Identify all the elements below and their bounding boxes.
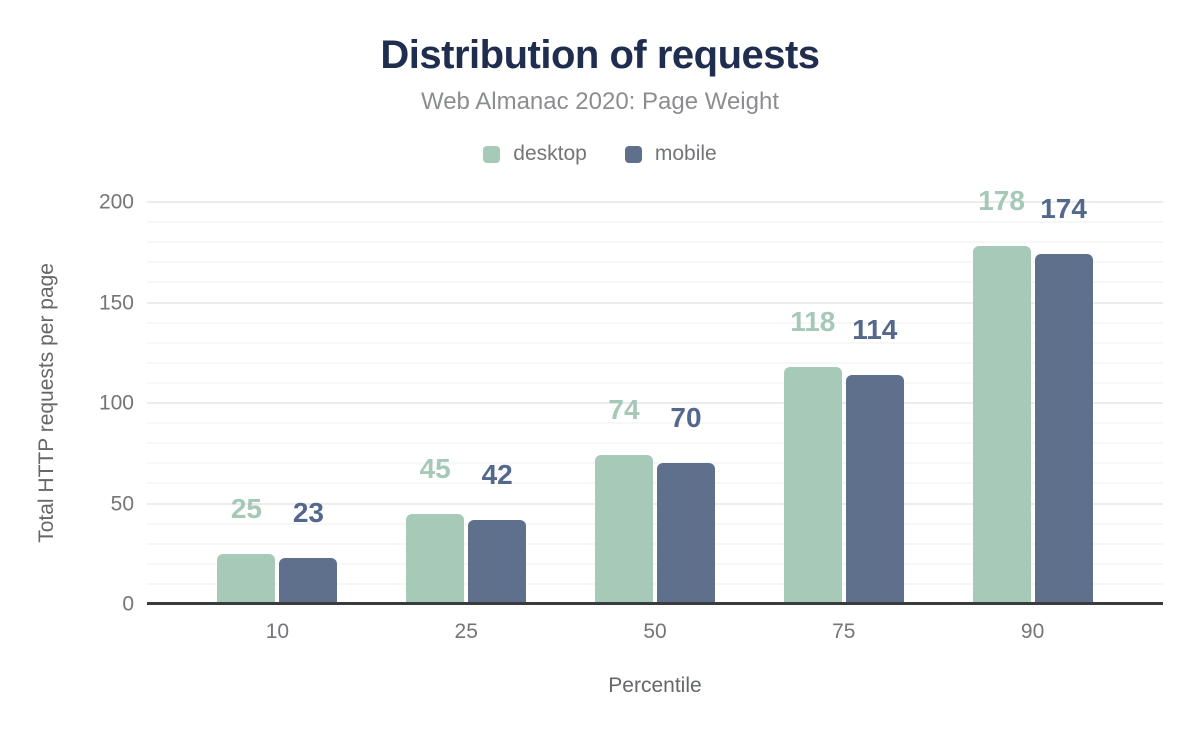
minor-gridline: [147, 221, 1163, 224]
major-gridline: [147, 502, 1163, 505]
desktop-bar-column: 178: [972, 185, 1031, 604]
minor-gridline: [147, 341, 1163, 344]
mobile-value-label: 42: [481, 458, 513, 490]
y-tick-label: 100: [98, 391, 134, 415]
minor-gridline: [147, 562, 1163, 565]
mobile-bar-column: 23: [279, 496, 338, 604]
desktop-value-label: 74: [608, 394, 640, 426]
desktop-bar-column: 25: [217, 492, 276, 604]
mobile-bar-column: 114: [845, 313, 904, 604]
minor-gridline: [147, 482, 1163, 485]
legend-item-mobile: mobile: [624, 142, 717, 166]
desktop-bar-column: 45: [406, 452, 465, 604]
mobile-bar: [468, 519, 527, 604]
bar-group: 178 174: [938, 187, 1127, 604]
mobile-bar: [656, 463, 715, 604]
minor-gridline: [147, 321, 1163, 324]
minor-gridline: [147, 582, 1163, 585]
major-gridline: [147, 402, 1163, 404]
desktop-bar-column: 118: [783, 305, 842, 604]
chart-title: Distribution of requests: [380, 33, 820, 77]
minor-gridline: [147, 281, 1163, 284]
y-tick-label: 50: [110, 492, 134, 515]
mobile-bar-column: 42: [468, 458, 527, 604]
minor-gridline: [147, 381, 1163, 384]
legend-label: mobile: [654, 142, 717, 165]
desktop-bar: [217, 553, 276, 604]
mobile-bar: [1034, 254, 1093, 604]
bar-group: 25 23: [183, 202, 372, 604]
bar-group: 45 42: [372, 202, 561, 604]
x-tick-label: 25: [454, 620, 478, 643]
desktop-bar: [594, 455, 653, 604]
bar-group: 74 70: [561, 202, 750, 604]
desktop-bar: [783, 366, 842, 604]
mobile-bar: [845, 374, 904, 604]
desktop-value-label: 45: [419, 452, 451, 484]
desktop-value-label: 178: [978, 185, 1025, 217]
mobile-legend-swatch: [624, 145, 642, 163]
mobile-value-label: 114: [852, 313, 898, 345]
legend-label: desktop: [513, 142, 587, 165]
minor-gridline: [147, 442, 1163, 445]
minor-gridline: [147, 422, 1163, 425]
x-tick-label: 50: [643, 620, 667, 643]
minor-gridline: [147, 241, 1163, 244]
bar-group: 118 114: [749, 202, 938, 604]
plot-area: 25 23 45 42 74 70 118 114 178 174: [147, 187, 1163, 605]
x-axis-title: Percentile: [608, 674, 702, 697]
minor-gridline: [147, 261, 1163, 264]
major-gridline: [147, 301, 1163, 304]
desktop-legend-swatch: [483, 145, 501, 163]
minor-gridline: [147, 542, 1163, 545]
legend-item-desktop: desktop: [483, 142, 587, 166]
y-tick-label: 0: [122, 592, 134, 616]
legend: desktop mobile: [0, 142, 1200, 166]
desktop-value-label: 25: [230, 492, 262, 524]
desktop-value-label: 118: [790, 305, 836, 337]
mobile-bar-column: 174: [1034, 193, 1093, 604]
y-tick-label: 150: [98, 291, 134, 314]
bar-groups: 25 23 45 42 74 70 118 114 178 174: [147, 187, 1163, 604]
mobile-value-label: 174: [1040, 193, 1087, 225]
mobile-bar: [279, 557, 338, 604]
mobile-value-label: 23: [292, 496, 324, 528]
desktop-bar: [406, 513, 465, 604]
minor-gridline: [147, 361, 1163, 364]
mobile-value-label: 70: [670, 402, 702, 434]
x-axis-line: [147, 602, 1163, 605]
desktop-bar-column: 74: [594, 394, 653, 604]
minor-gridline: [147, 522, 1163, 525]
y-tick-label: 200: [98, 190, 134, 214]
x-tick-label: 90: [1020, 620, 1045, 643]
y-axis-ticks: 0 50 100 150 200: [30, 192, 134, 615]
x-tick-label: 10: [265, 620, 290, 643]
x-tick-label: 75: [832, 620, 856, 643]
minor-gridline: [147, 462, 1163, 465]
major-gridline: [147, 201, 1163, 203]
x-axis-ticks: 10 25 50 75 90: [147, 621, 1163, 642]
mobile-bar-column: 70: [656, 402, 715, 604]
chart-subtitle: Web Almanac 2020: Page Weight: [420, 88, 779, 115]
desktop-bar: [972, 246, 1031, 604]
